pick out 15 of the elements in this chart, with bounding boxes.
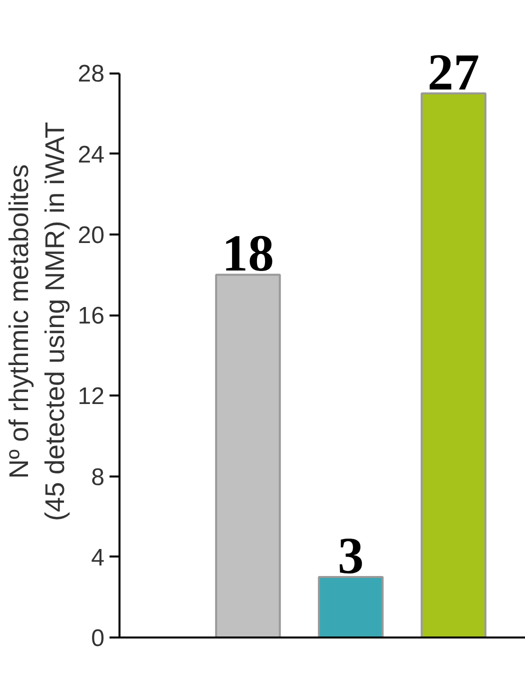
y-tick-label: 16 xyxy=(78,302,105,330)
y-tick-label: 0 xyxy=(91,625,105,652)
y-tick-label: 8 xyxy=(91,464,105,491)
y-axis-title: Nº of rhythmic metabolites (45 detected using NMR) in iWAT xyxy=(4,122,70,522)
bar xyxy=(318,576,384,638)
y-tick-label: 12 xyxy=(78,383,105,410)
data-label: 27 xyxy=(428,44,480,102)
data-label: 3 xyxy=(338,528,364,586)
y-tick-label: 28 xyxy=(78,60,105,88)
bar xyxy=(420,92,486,638)
bar xyxy=(215,274,281,638)
y-tick-label: 24 xyxy=(78,141,105,168)
data-label: 18 xyxy=(222,226,274,283)
y-tick-label: 4 xyxy=(91,544,105,572)
y-tick-label: 20 xyxy=(78,222,105,249)
